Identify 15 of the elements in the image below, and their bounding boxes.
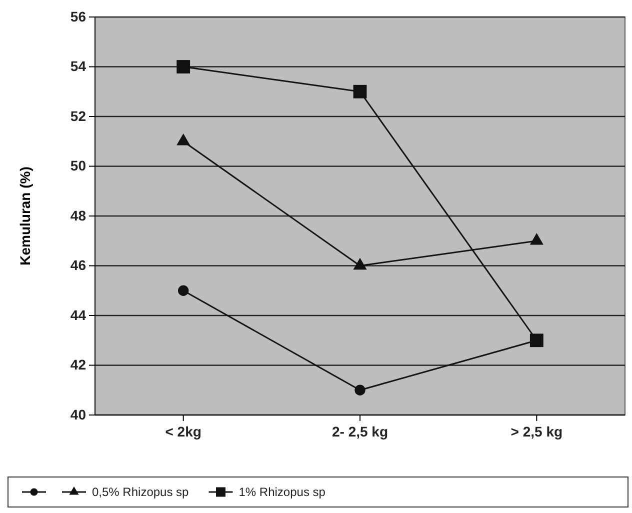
x-tick-label: < 2kg (165, 424, 202, 440)
y-tick-label: 50 (70, 158, 86, 174)
x-tick-label: 2- 2,5 kg (332, 424, 388, 440)
y-tick-label: 40 (70, 406, 86, 422)
legend-label: 0,5% Rhizopus sp (92, 485, 190, 499)
y-tick-label: 42 (70, 356, 86, 373)
y-axis-title: Kemuluran (%) (17, 166, 33, 266)
y-tick-label: 56 (70, 8, 86, 24)
legend-label: 1% Rhizopus sp (238, 485, 326, 499)
y-tick-label: 46 (70, 257, 86, 274)
y-tick-label: 54 (70, 58, 86, 74)
y-tick-label: 52 (70, 108, 86, 124)
x-tick-label: > 2,5 kg (510, 424, 563, 440)
y-tick-label: 48 (70, 207, 86, 224)
y-tick-label: 44 (70, 306, 86, 323)
